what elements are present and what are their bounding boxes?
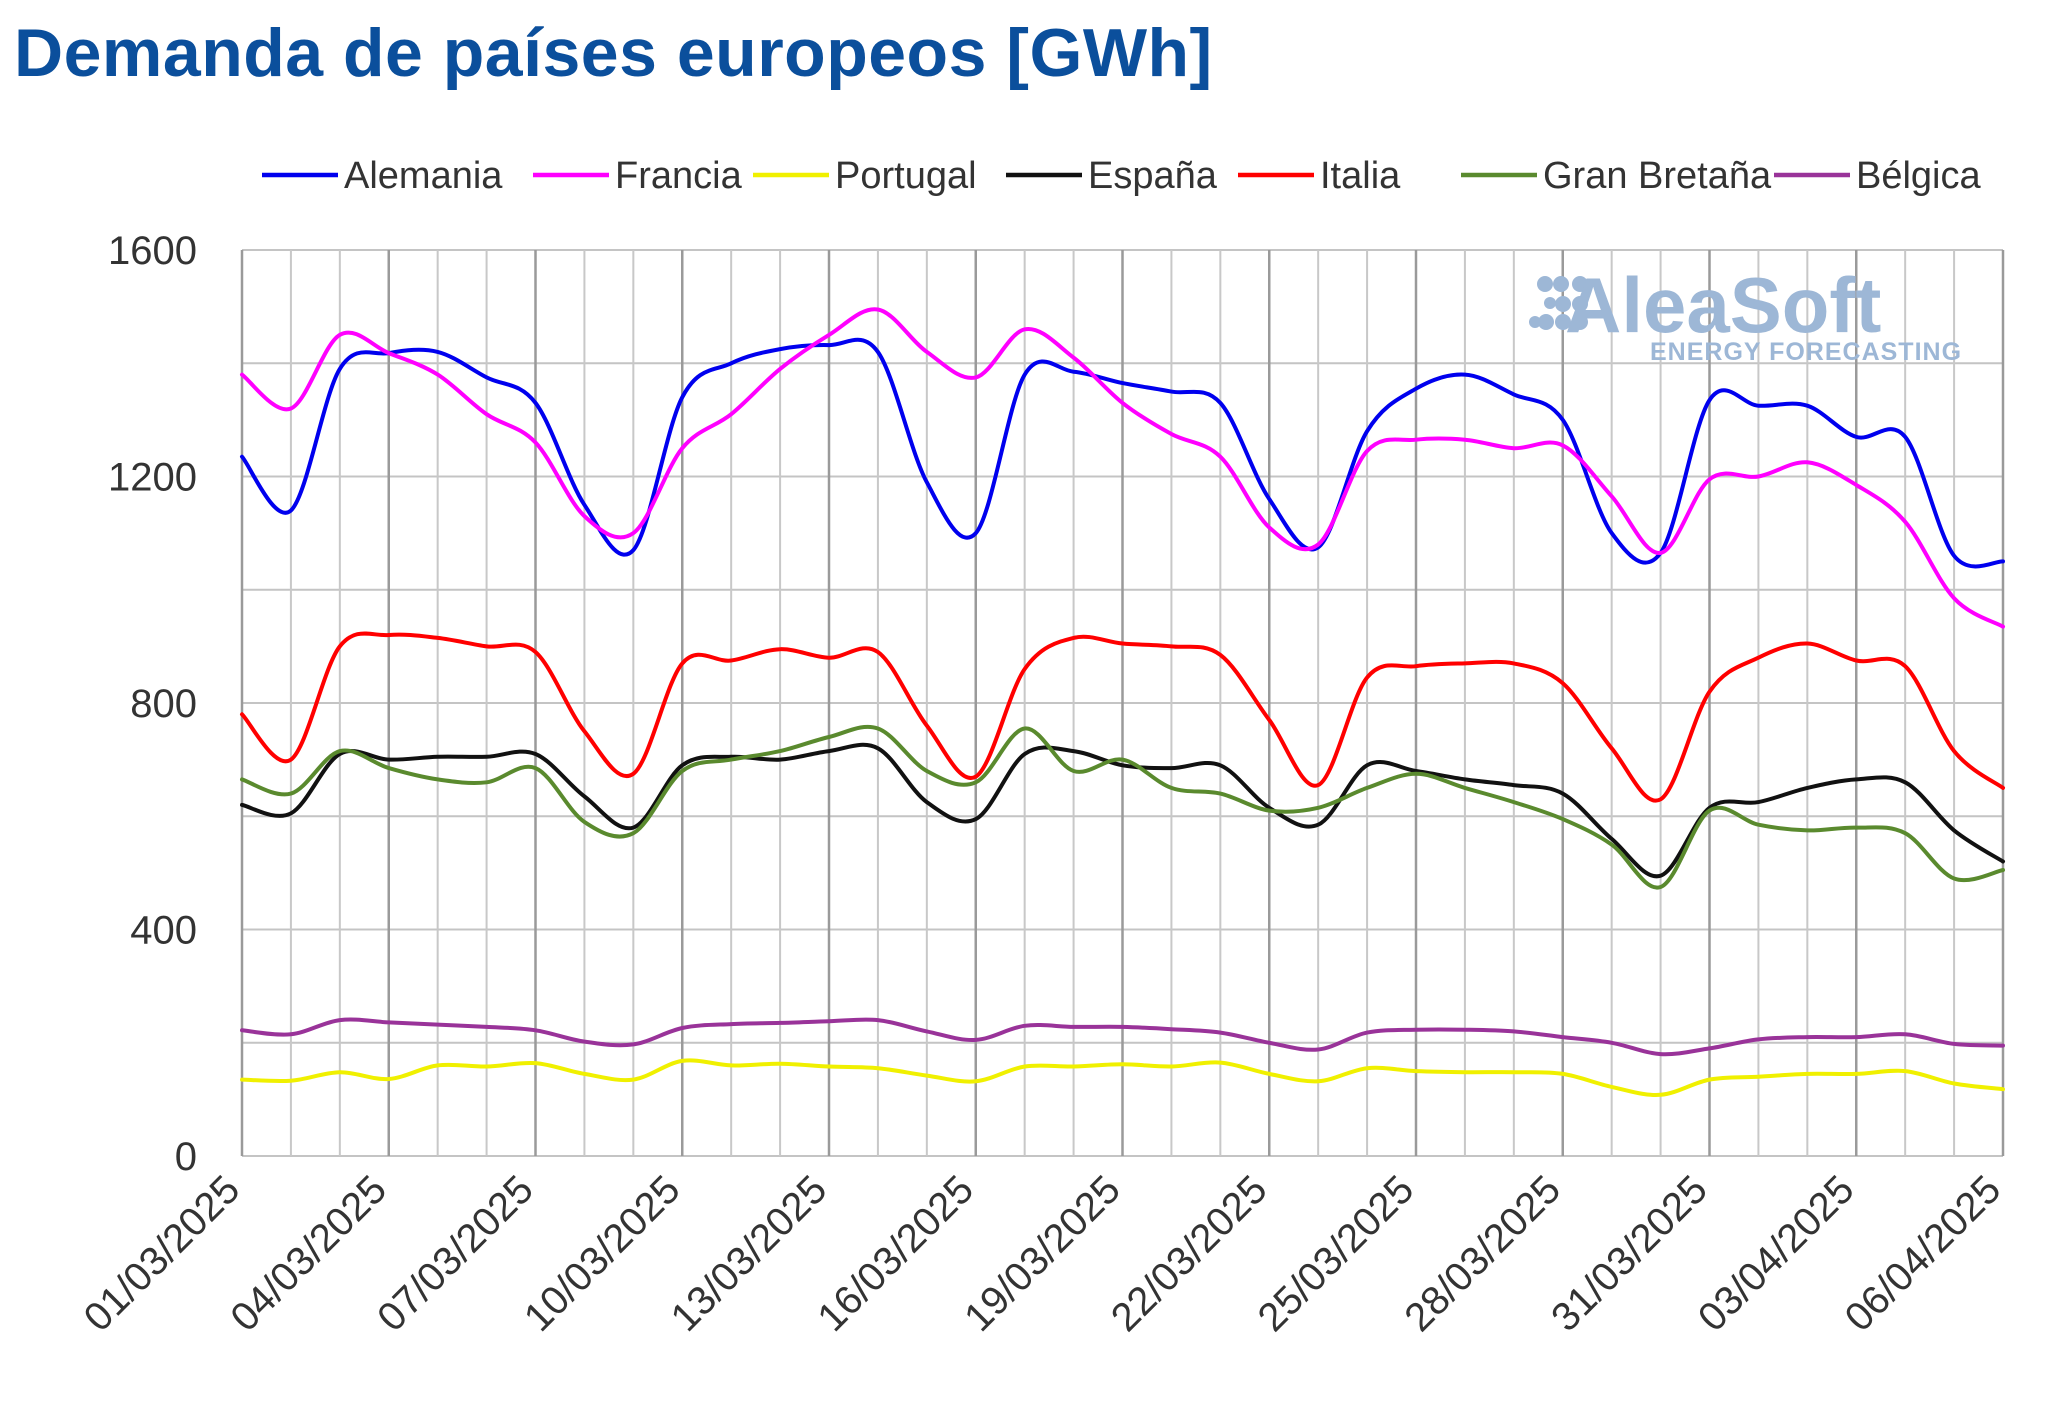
- chart-title: Demanda de países europeos [GWh]: [14, 15, 1213, 91]
- legend-label-italia: Italia: [1320, 155, 1401, 197]
- legend-label-alemania: Alemania: [344, 155, 503, 197]
- x-tick-label: 31/03/2025: [1543, 1167, 1716, 1340]
- x-tick-label: 06/04/2025: [1837, 1167, 2010, 1340]
- watermark-dot: [1555, 296, 1571, 312]
- x-tick-label: 19/03/2025: [956, 1167, 1129, 1340]
- x-tick-label: 16/03/2025: [809, 1167, 982, 1340]
- watermark-dot: [1572, 314, 1588, 330]
- watermark-dot: [1537, 276, 1553, 292]
- watermark-dot: [1529, 316, 1541, 328]
- watermark-brand: AleaSoft: [1565, 261, 1881, 349]
- chart-series: [240, 307, 2005, 1097]
- chart-legend: Alemania Francia Portugal España Italia Gran …: [262, 155, 1981, 197]
- watermark-dot: [1538, 314, 1554, 330]
- watermark-dot: [1572, 276, 1588, 292]
- y-axis: 0 400 800 1200 1600: [108, 229, 197, 1179]
- watermark-dot: [1555, 314, 1571, 330]
- legend-label-gran-bretana: Gran Bretaña: [1543, 155, 1772, 197]
- x-tick-label: 13/03/2025: [663, 1167, 836, 1340]
- legend-label-portugal: Portugal: [835, 155, 977, 197]
- series-line-belgica: [240, 1017, 2005, 1057]
- watermark-dot: [1553, 276, 1569, 292]
- series-line-francia: [240, 307, 2005, 629]
- series-line-alemania: [240, 337, 2005, 569]
- chart-grid: [240, 249, 2005, 1157]
- x-tick-label: 22/03/2025: [1103, 1167, 1276, 1340]
- x-tick-label: 28/03/2025: [1396, 1167, 1569, 1340]
- legend-label-belgica: Bélgica: [1856, 155, 1981, 197]
- y-tick-label: 400: [130, 909, 197, 953]
- y-tick-label: 0: [175, 1135, 197, 1179]
- y-tick-label: 800: [130, 682, 197, 726]
- x-tick-label: 10/03/2025: [516, 1167, 689, 1340]
- x-tick-label: 04/03/2025: [222, 1167, 395, 1340]
- x-tick-label: 07/03/2025: [369, 1167, 542, 1340]
- series-line-portugal: [240, 1058, 2005, 1097]
- x-tick-label: 03/04/2025: [1690, 1167, 1863, 1340]
- y-tick-label: 1600: [108, 229, 197, 273]
- series-line-gran-bretana: [240, 724, 2005, 890]
- y-tick-label: 1200: [108, 456, 197, 500]
- x-axis: 01/03/202504/03/202507/03/202510/03/2025…: [76, 1167, 2010, 1340]
- watermark-tagline: ENERGY FORECASTING: [1650, 338, 1962, 366]
- watermark-dot: [1544, 297, 1556, 309]
- series-line-italia: [240, 631, 2005, 803]
- x-tick-label: 25/03/2025: [1250, 1167, 1423, 1340]
- x-tick-label: 01/03/2025: [76, 1167, 249, 1340]
- watermark-dot: [1572, 296, 1588, 312]
- legend-label-espana: España: [1088, 155, 1218, 197]
- legend-label-francia: Francia: [615, 155, 743, 197]
